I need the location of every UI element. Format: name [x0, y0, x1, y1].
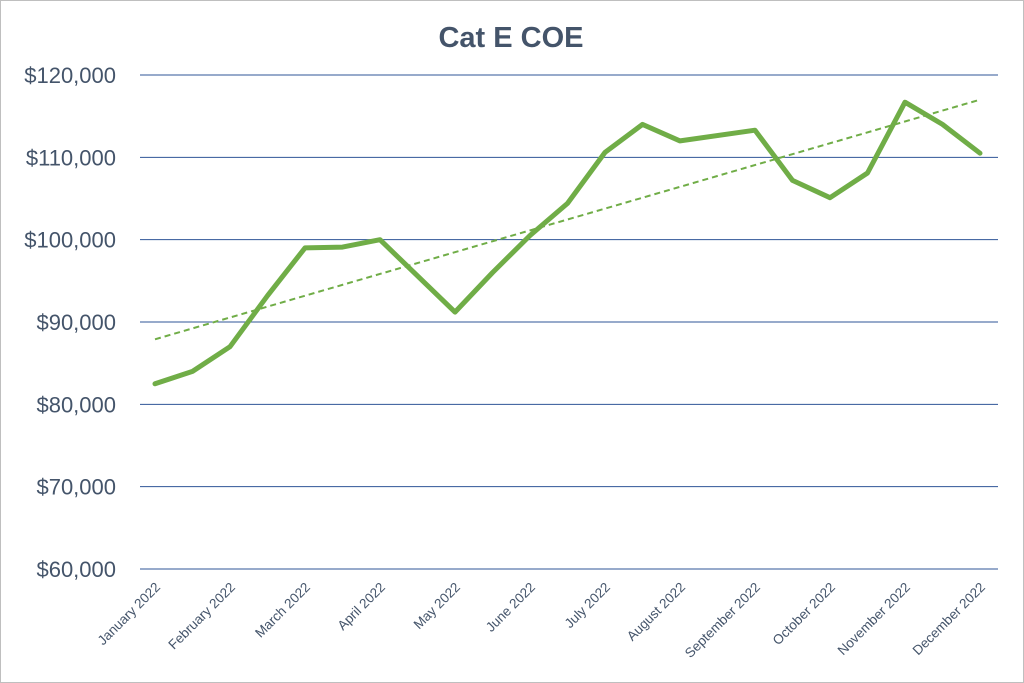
gridlines	[140, 74, 998, 570]
x-tick-label: May 2022	[411, 580, 464, 633]
x-tick-label: January 2022	[95, 580, 163, 648]
y-tick-label: $120,000	[24, 63, 116, 88]
x-tick-label: September 2022	[682, 580, 763, 661]
x-tick-label: February 2022	[165, 580, 238, 653]
series-group	[152, 99, 983, 387]
x-tick-label: July 2022	[562, 580, 613, 631]
y-tick-label: $60,000	[36, 557, 116, 582]
y-tick-label: $110,000	[26, 145, 116, 170]
x-axis-ticks: January 2022 February 2022 March 2022 April…	[95, 580, 988, 661]
y-tick-label: $70,000	[36, 475, 116, 500]
x-tick-label: April 2022	[335, 580, 389, 634]
x-tick-label: August 2022	[624, 580, 688, 644]
trendline-group	[154, 98, 981, 341]
series-line	[152, 99, 983, 387]
x-tick-label: March 2022	[252, 580, 313, 641]
x-tick-label: December 2022	[910, 580, 989, 659]
chart-title: Cat E COE	[438, 22, 584, 54]
trendline	[154, 98, 981, 341]
x-tick-label: November 2022	[835, 580, 914, 659]
y-tick-label: $100,000	[24, 228, 116, 253]
x-tick-label: June 2022	[483, 580, 538, 635]
y-tick-label: $80,000	[36, 392, 116, 417]
y-tick-label: $90,000	[36, 310, 116, 335]
y-axis-ticks: $60,000 $70,000 $80,000 $90,000 $100,000 $110…	[24, 63, 116, 582]
x-tick-label: October 2022	[770, 580, 838, 648]
